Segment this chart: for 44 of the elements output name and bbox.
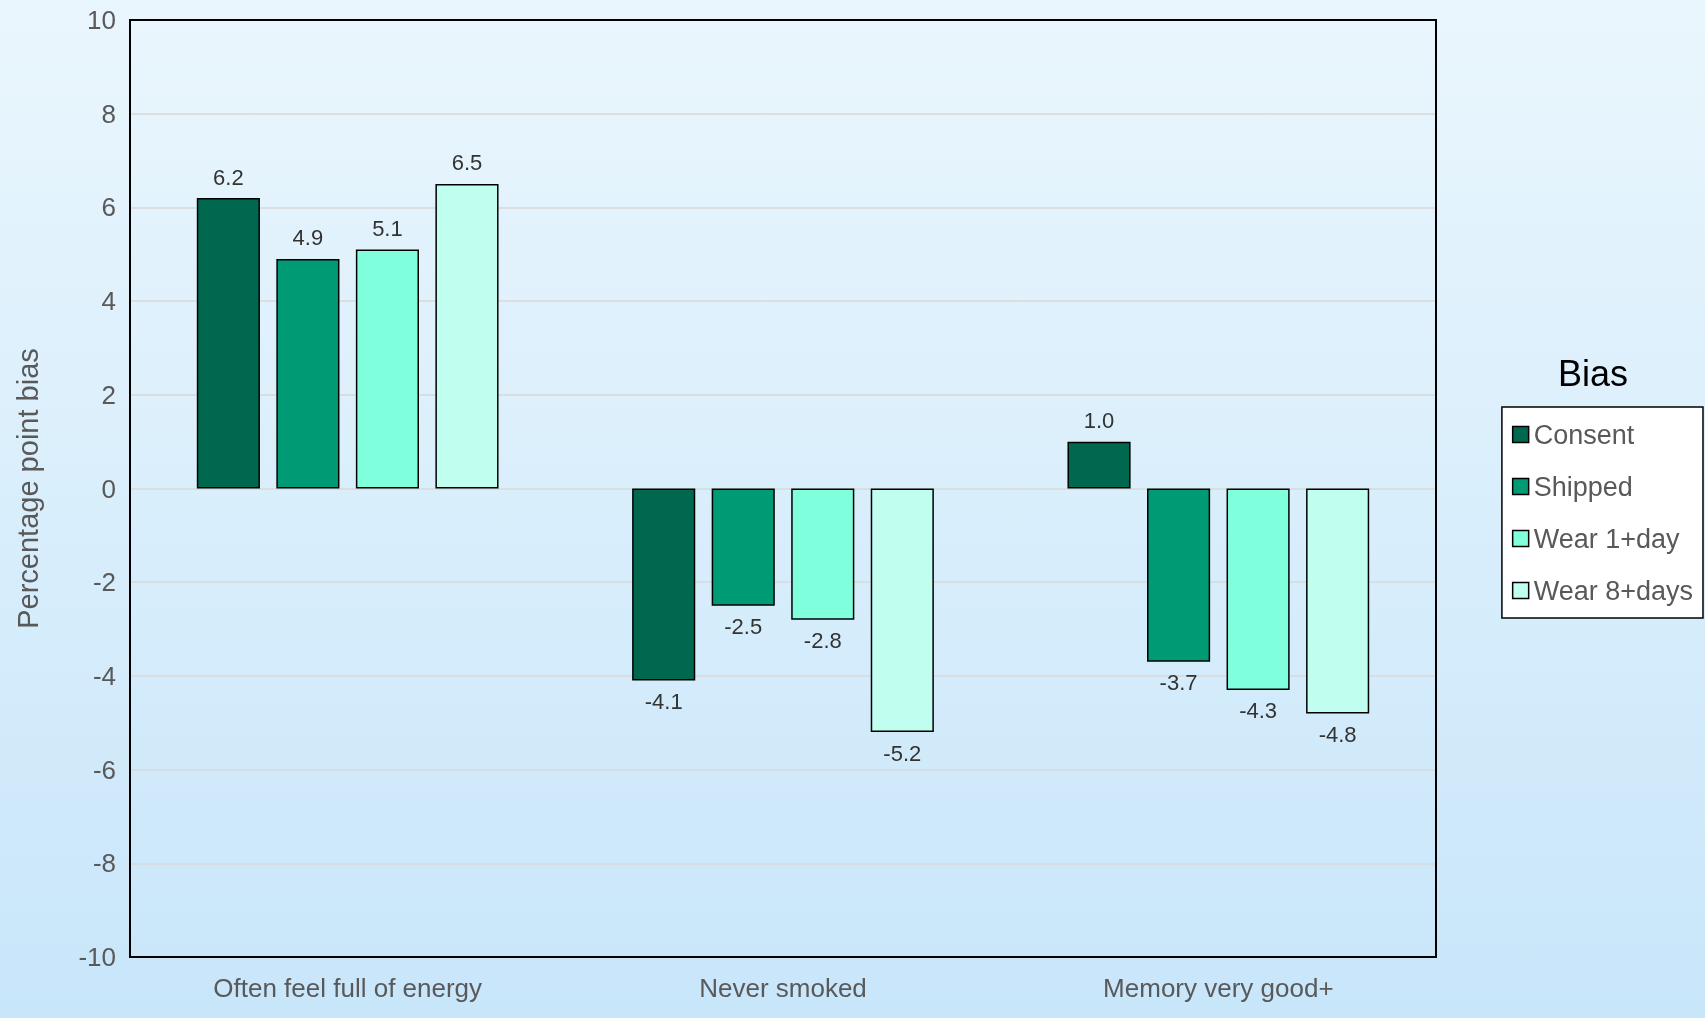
bar <box>632 488 696 681</box>
legend-title: Bias <box>1558 352 1629 394</box>
bar <box>435 183 499 489</box>
data-label: -5.2 <box>883 740 922 766</box>
bar <box>791 488 855 620</box>
data-label: 6.5 <box>451 150 483 176</box>
x-tick-label: Never smoked <box>699 973 867 1003</box>
data-label: -4.8 <box>1318 721 1357 747</box>
bar <box>1226 488 1290 690</box>
data-label: -2.5 <box>724 614 763 640</box>
y-tick-label: -4 <box>92 660 116 691</box>
legend-label: Consent <box>1533 419 1635 450</box>
bar <box>355 249 419 489</box>
bar <box>196 198 260 489</box>
bar <box>870 488 934 733</box>
data-label: -2.8 <box>803 628 842 654</box>
data-label: -4.1 <box>644 689 683 715</box>
legend-label: Wear 8+days <box>1533 575 1694 606</box>
data-label: 4.9 <box>292 225 324 251</box>
data-label: 1.0 <box>1083 408 1115 434</box>
data-label: -4.3 <box>1239 698 1278 724</box>
y-tick-label: -2 <box>92 567 116 598</box>
bar <box>1306 488 1370 714</box>
bar <box>1067 441 1131 489</box>
y-tick-label: 2 <box>101 379 116 410</box>
y-tick-label: 4 <box>101 286 116 317</box>
x-tick-label: Often feel full of energy <box>213 973 483 1003</box>
legend-label: Wear 1+day <box>1533 523 1680 554</box>
y-tick-label: 6 <box>101 192 116 223</box>
y-tick-label: 0 <box>101 473 116 504</box>
bar <box>276 258 340 489</box>
x-tick-label: Memory very good+ <box>1103 973 1334 1003</box>
legend-label: Shipped <box>1533 471 1633 502</box>
y-tick-label: -10 <box>78 942 116 972</box>
bar <box>1147 488 1211 662</box>
y-tick-label: -6 <box>92 754 116 785</box>
y-tick-label: 8 <box>101 98 116 129</box>
data-label: -3.7 <box>1159 670 1198 696</box>
y-axis-title: Percentage point bias <box>11 348 44 629</box>
y-tick-label: -8 <box>92 848 116 879</box>
bar <box>711 488 775 606</box>
y-tick-label: 10 <box>87 5 116 35</box>
data-label: 5.1 <box>372 216 403 242</box>
data-label: 6.2 <box>213 164 244 190</box>
